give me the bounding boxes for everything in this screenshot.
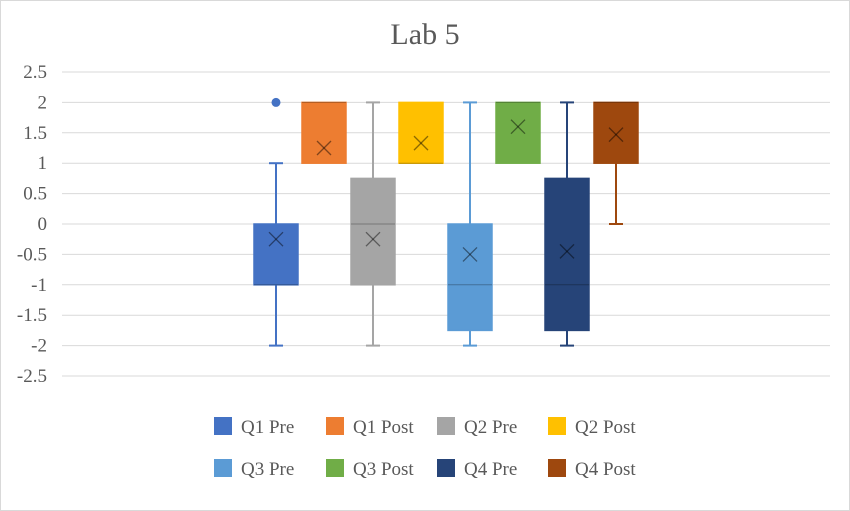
box-body [447,223,493,332]
legend-swatch [214,459,232,477]
mean-marker [510,119,526,135]
mean-marker [268,231,284,247]
box-body [253,223,299,286]
y-tick-label: 1.5 [23,123,47,144]
mean-marker [365,231,381,247]
mean-marker [316,140,332,156]
y-tick-label: 2.5 [23,62,47,83]
legend-label: Q3 Post [353,459,414,480]
legend-label: Q1 Pre [241,417,294,438]
legend-label: Q1 Post [353,417,414,438]
mean-marker [462,246,478,262]
mean-marker [510,119,526,135]
legend-swatch [326,417,344,435]
mean-marker [316,140,332,156]
y-tick-label: 0.5 [23,184,47,205]
box-body [544,177,590,332]
box-q3-post [495,101,541,164]
y-tick-label: -1 [31,275,47,296]
box-series-group [253,97,639,347]
legend-label: Q2 Post [575,417,636,438]
mean-marker [559,243,575,259]
legend-swatch [326,459,344,477]
mean-marker [462,246,478,262]
legend-swatch [214,417,232,435]
box-q4-post [593,101,639,225]
box-body [593,101,639,164]
legend-label: Q2 Pre [464,417,517,438]
legend-label: Q4 Post [575,459,636,480]
legend-swatch [548,459,566,477]
box-body [495,101,541,164]
mean-marker [413,135,429,151]
box-body [398,101,444,164]
mean-marker [413,135,429,151]
mean-marker [268,231,284,247]
box-q2-pre [350,101,396,347]
mean-marker [365,231,381,247]
mean-marker [608,127,624,143]
y-tick-label: 0 [38,214,48,235]
box-q1-post [301,101,347,164]
legend-label: Q4 Pre [464,459,517,480]
box-q2-post [398,101,444,164]
y-tick-label: 2 [38,92,48,113]
y-tick-label: -2.5 [17,366,47,387]
box-body [301,101,347,164]
box-q3-pre [447,101,493,347]
legend-label: Q3 Pre [241,459,294,480]
y-axis-tick-labels: 2.5 2 1.5 1 0.5 0 -0.5 -1 -1.5 -2 -2.5 [17,62,47,387]
y-tick-label: -0.5 [17,244,47,265]
y-tick-label: -1.5 [17,305,47,326]
outlier-point [271,97,281,107]
chart-title: Lab 5 [390,18,459,51]
legend-swatch [548,417,566,435]
box-q4-pre [544,101,590,347]
box-body [350,177,396,286]
legend-swatch [437,417,455,435]
legend: Q1 Pre Q1 Post Q2 Pre Q2 Post Q3 Pre Q3 Post Q… [214,417,636,480]
mean-marker [559,243,575,259]
y-tick-label: -2 [31,336,47,357]
mean-marker [608,127,624,143]
gridlines [62,71,830,377]
y-tick-label: 1 [38,153,48,174]
legend-swatch [437,459,455,477]
box-q1-pre [253,97,299,347]
